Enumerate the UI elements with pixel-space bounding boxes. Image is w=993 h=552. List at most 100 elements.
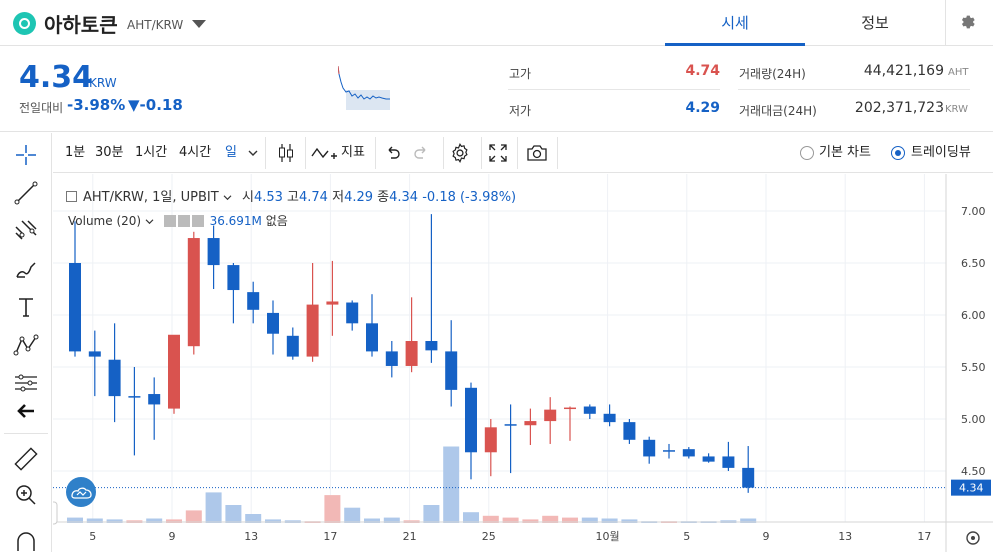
interval-1d[interactable]: 일 (225, 145, 237, 160)
indicator-icon[interactable] (311, 144, 339, 162)
y-tick-label: 4.50 (961, 465, 986, 478)
redo-icon[interactable] (413, 145, 429, 161)
candle-style-icon[interactable] (277, 143, 295, 163)
volume-bar (265, 519, 281, 523)
basic-chart-label[interactable]: 기본 차트 (819, 145, 871, 160)
pattern-tool-icon[interactable] (12, 331, 40, 359)
volume-bar (146, 518, 163, 523)
text-tool-icon[interactable] (12, 293, 40, 321)
volume-bar (542, 515, 559, 523)
candle-body (168, 334, 180, 409)
fib-tool-icon[interactable] (12, 217, 40, 245)
ruler-icon[interactable] (12, 445, 40, 473)
candlestick-chart[interactable]: 7.00 6.50 6.00 5.50 5.00 4.50 4.34 5 9 13 17 21 25 10… (53, 174, 993, 552)
candle-body (128, 396, 141, 398)
gear-icon[interactable] (959, 13, 977, 31)
candle-body (643, 439, 656, 457)
volume-bar (383, 517, 400, 523)
candle-body (742, 467, 755, 488)
volume-label: 거래량(24H) (739, 67, 806, 81)
chart-toolbar: 1분 30분 1시간 4시간 일 지표 기본 차트 트레이딩뷰 (53, 133, 993, 173)
x-tick-label: 17 (323, 530, 337, 543)
interval-1h[interactable]: 1시간 (135, 145, 168, 160)
last-price-label: 4.34 (959, 482, 984, 495)
divider (557, 137, 558, 169)
price-unit: KRW (89, 76, 117, 90)
measure-tool-icon[interactable] (12, 369, 40, 397)
scroll-handle (53, 501, 58, 525)
coin-logo-icon (13, 12, 36, 35)
divider (481, 137, 482, 169)
basic-chart-radio[interactable] (800, 146, 814, 160)
magnet-icon[interactable] (12, 527, 40, 552)
zoom-in-icon[interactable] (12, 481, 40, 509)
legend-change: -0.18 (-3.98%) (422, 190, 517, 205)
coin-dropdown-icon[interactable] (192, 20, 206, 28)
tradingview-label[interactable]: 트레이딩뷰 (911, 145, 971, 160)
close-icon[interactable] (191, 215, 204, 227)
volume-bar (423, 505, 440, 523)
x-tick-label: 13 (838, 530, 852, 543)
divider (443, 137, 444, 169)
candle-body (702, 456, 715, 462)
axis-gear-icon[interactable] (966, 531, 980, 545)
mini-sparkline (338, 65, 390, 110)
crosshair-icon[interactable] (12, 141, 40, 169)
x-tick-label: 10월 (596, 530, 620, 543)
candle-body (484, 427, 497, 453)
volume-bar (364, 518, 380, 523)
chart-legend: AHT/KRW, 1일, UPBIT 시4.53 고4.74 저4.29 종4.… (66, 186, 516, 205)
legend-open: 4.53 (253, 190, 283, 205)
back-arrow-icon[interactable] (12, 397, 40, 425)
divider (375, 137, 376, 169)
amount-unit: KRW (945, 104, 968, 115)
volume-unit: AHT (948, 67, 969, 78)
trend-line-icon[interactable] (12, 179, 40, 207)
tradingview-radio[interactable] (891, 146, 905, 160)
coin-name: 아하토큰 (44, 13, 118, 37)
cloud-icon (71, 487, 92, 499)
last-price-box (951, 479, 991, 496)
divider (305, 137, 306, 169)
x-tick-label: 17 (917, 530, 931, 543)
tab-price[interactable]: 시세 (665, 0, 805, 46)
chevron-down-icon[interactable] (248, 149, 258, 157)
brush-icon[interactable] (12, 255, 40, 283)
volume-title[interactable]: Volume (20) (68, 214, 142, 228)
y-tick-label: 6.00 (961, 309, 986, 322)
legend-low: 4.29 (344, 190, 374, 205)
current-price: 4.34 (19, 60, 94, 95)
divider (517, 137, 518, 169)
undo-icon[interactable] (385, 145, 401, 161)
eye-icon[interactable] (163, 215, 176, 227)
y-tick-label: 6.50 (961, 257, 986, 270)
collapse-icon[interactable] (66, 191, 77, 202)
fullscreen-icon[interactable] (488, 143, 508, 163)
x-tick-label: 5 (89, 530, 96, 543)
divider (265, 137, 266, 169)
candle-body (445, 351, 458, 390)
interval-30m[interactable]: 30분 (95, 145, 124, 160)
candle-body (722, 456, 735, 468)
low-label: 저가 (509, 104, 532, 118)
chevron-down-icon[interactable] (145, 218, 154, 225)
settings-icon[interactable] (449, 142, 471, 164)
legend-symbol[interactable]: AHT/KRW, 1일, UPBIT (83, 190, 219, 205)
interval-4h[interactable]: 4시간 (179, 145, 212, 160)
volume-bar (67, 517, 83, 523)
volume-bar (166, 519, 182, 523)
candle-body (405, 341, 418, 366)
indicator-button[interactable]: 지표 (341, 145, 365, 160)
volume-bar (225, 505, 242, 523)
camera-icon[interactable] (526, 143, 548, 163)
candle-body (267, 312, 279, 334)
volume-value: 36.691M (209, 214, 262, 228)
interval-1m[interactable]: 1분 (65, 145, 86, 160)
volume-bar (205, 492, 222, 523)
candle-body (663, 450, 675, 452)
chevron-down-icon[interactable] (223, 194, 232, 201)
gear-icon[interactable] (177, 215, 190, 227)
y-tick-label: 7.00 (961, 205, 986, 218)
tab-info[interactable]: 정보 (861, 14, 889, 32)
legend-low-label: 저 (332, 190, 345, 205)
